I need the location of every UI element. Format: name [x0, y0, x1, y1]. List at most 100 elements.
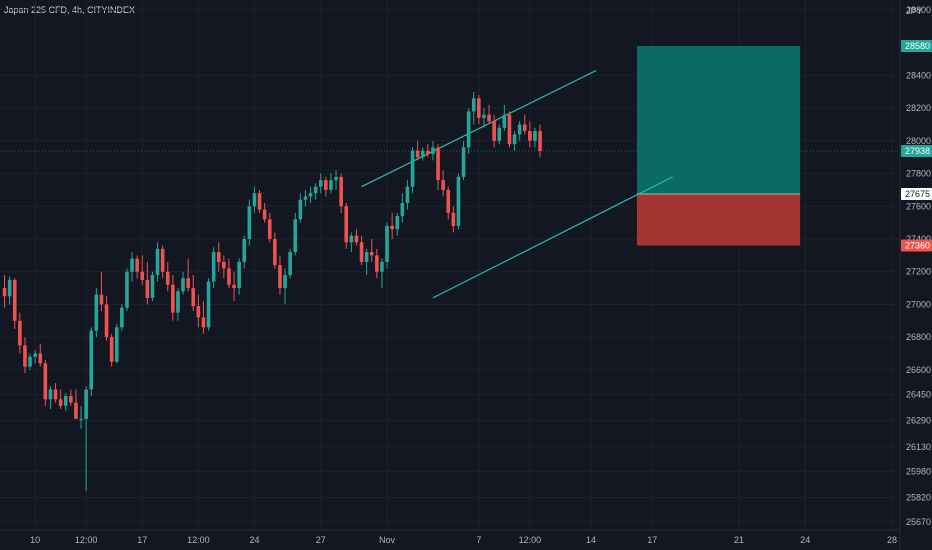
candle-body [436, 147, 440, 181]
candle-body [109, 337, 114, 362]
price-tick-label: 26130 [906, 442, 931, 452]
candle-body [232, 284, 236, 289]
candle-body [339, 176, 343, 207]
price-tick-label: 26290 [906, 416, 931, 426]
candle-body [94, 294, 99, 331]
trend-channel[interactable] [361, 69, 673, 299]
candle-body [288, 252, 292, 275]
time-tick-label: 12:00 [75, 535, 98, 545]
candle-body [303, 196, 308, 200]
stop-price-tag [901, 239, 932, 252]
entry-price-tag [901, 188, 932, 201]
candle-body [497, 127, 502, 141]
candle-body [273, 239, 277, 266]
candle-body [431, 147, 435, 154]
candle-body [466, 111, 471, 148]
candle-body [28, 356, 32, 367]
candle-body [471, 98, 476, 112]
candle-body [120, 307, 124, 328]
candle-body [528, 131, 532, 141]
candle-body [242, 239, 247, 262]
candle-body [267, 219, 272, 240]
time-tick-label: 24 [249, 535, 259, 545]
candle-body [181, 278, 185, 292]
candle-body [375, 255, 379, 272]
candle-body [334, 176, 338, 181]
channel-upper-line [361, 69, 597, 188]
stop-price-tag-label: 27360 [905, 241, 930, 251]
candle-body [206, 281, 211, 328]
time-tick-label: 21 [734, 535, 744, 545]
candle-body [104, 304, 109, 338]
candle-body [451, 212, 456, 226]
candle-body [298, 199, 303, 220]
price-tick-label: 27200 [906, 267, 931, 277]
entry-price-tag-label: 27675 [905, 189, 930, 199]
candle-body [150, 274, 155, 298]
price-tick-label: 27000 [906, 299, 931, 309]
candle-body [426, 150, 430, 154]
time-tick-label: 10 [30, 535, 40, 545]
price-axis[interactable]: JPY2880028400282002800027800276002740027… [906, 5, 931, 527]
currency-label: JPY [906, 6, 923, 16]
candle-body [171, 284, 175, 313]
candle-body [33, 353, 37, 357]
candle-body [43, 363, 48, 400]
candle-body [329, 180, 333, 190]
channel-lower-line [432, 176, 673, 299]
candle-body [99, 294, 104, 305]
candle-body [74, 402, 78, 419]
candle-body [461, 147, 466, 177]
candle-body [522, 124, 527, 132]
candle-body [359, 242, 364, 262]
candle-body [7, 279, 12, 297]
candle-body [415, 150, 420, 158]
time-axis[interactable]: 10 12:00 17 12:00 24 27 Nov 7 12:00 14 17 21 24 28 [30, 535, 897, 545]
candle-body [456, 176, 461, 226]
candle-body [390, 225, 394, 230]
time-tick-label: 28 [887, 535, 897, 545]
candle-body [69, 396, 73, 403]
candle-body [23, 345, 27, 367]
candle-body [160, 248, 165, 272]
last-price-tag [901, 145, 932, 158]
price-tick-label: 28400 [906, 70, 931, 80]
candle-body [344, 206, 349, 243]
target-zone [636, 45, 801, 195]
time-tick-label: 7 [476, 535, 481, 545]
candle-body [53, 389, 58, 400]
candle-body [211, 252, 216, 282]
candle-body [201, 317, 206, 328]
candle-body [380, 261, 384, 272]
candle-body [155, 248, 160, 275]
candle-body [318, 180, 323, 187]
candle-body [140, 271, 145, 280]
candle-body [420, 150, 425, 158]
candle-body [145, 279, 150, 298]
candle-body [507, 114, 512, 145]
risk-reward-zones[interactable] [636, 45, 801, 246]
price-tick-label: 25980 [906, 466, 931, 476]
price-tick-label: 28200 [906, 103, 931, 113]
time-tick-label: 12:00 [187, 535, 210, 545]
candle-body [533, 131, 537, 141]
time-tick-label: 14 [586, 535, 596, 545]
candle-body [308, 193, 313, 197]
candles [2, 91, 542, 491]
candle-body [293, 219, 298, 253]
candle-body [186, 278, 190, 289]
candle-body [517, 124, 522, 135]
price-tags: 28580 27938 27675 27360 [901, 39, 932, 252]
price-tick-label: 28000 [906, 136, 931, 146]
candle-body [252, 193, 257, 207]
candle-body [2, 288, 7, 297]
candle-body [114, 327, 119, 362]
candle-body [262, 209, 267, 220]
time-tick-label: 24 [800, 535, 810, 545]
candle-body [216, 252, 221, 262]
price-tick-label: 26800 [906, 332, 931, 342]
candle-body [538, 131, 542, 152]
candle-body [237, 261, 241, 289]
candle-body [349, 235, 354, 243]
